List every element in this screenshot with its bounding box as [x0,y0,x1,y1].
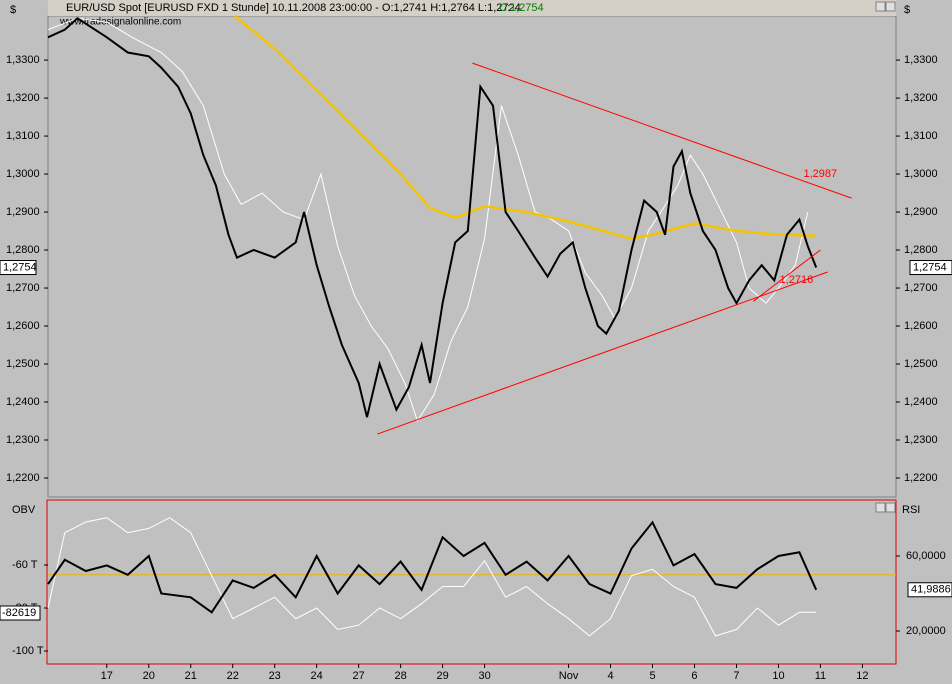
y-tick-label: 1,2500 [904,358,938,370]
rsi-label: RSI [902,504,920,516]
y-tick-label: 1,2600 [904,320,938,332]
x-tick-label: 27 [353,670,365,682]
window-button[interactable] [875,502,886,513]
window-button[interactable] [885,502,896,513]
x-tick-label: 4 [607,670,613,682]
last-value-label: 1,2754 [3,261,37,273]
trendline-label: 1,2987 [804,168,838,180]
x-tick-label: 22 [227,670,239,682]
trendline [752,249,821,302]
x-tick-label: 24 [311,670,323,682]
y-tick-label: 1,2900 [6,206,40,218]
y-tick-label: -100 T [12,645,44,657]
price-line [47,517,817,637]
price-line [47,520,818,614]
x-tick-label: 28 [395,670,407,682]
window-button[interactable] [875,1,886,12]
x-tick-label: 6 [691,670,697,682]
x-tick-label: 21 [185,670,197,682]
last-value-box [907,582,952,598]
last-value-label: -82619 [2,607,36,619]
y-tick-label: 1,3000 [6,168,40,180]
y-tick-label: 1,2200 [6,472,40,484]
last-value-box [0,260,37,276]
y-tick-label: 1,2200 [904,472,938,484]
y-tick-label: 1,2300 [6,434,40,446]
y-tick-label: 1,2700 [6,282,40,294]
y2-tick-label: 60,0000 [906,550,946,562]
indicator-panel [46,499,897,665]
y2-tick-label: 20,0000 [906,625,946,637]
y-tick-label: 1,2600 [6,320,40,332]
obv-label: OBV [12,504,36,516]
y-tick-label: 1,3200 [904,92,938,104]
x-tick-label: 7 [733,670,739,682]
currency-left: $ [10,4,16,16]
trendline-label: 1,2716 [780,274,814,286]
y-tick-label: 1,2400 [6,396,40,408]
header-title: EUR/USD Spot [EURUSD FXD 1 Stunde] 10.11… [66,2,521,14]
x-tick-label: Nov [559,670,579,682]
last-value-label: 41,9886 [911,584,951,596]
x-tick-label: 30 [478,670,490,682]
x-tick-label: 5 [649,670,655,682]
y-tick-label: 1,3000 [904,168,938,180]
y-tick-label: 1,3200 [6,92,40,104]
price-panel [47,15,897,498]
currency-right: $ [904,4,910,16]
window-button[interactable] [885,1,896,12]
x-tick-label: 23 [269,670,281,682]
price-line [234,15,817,240]
y-tick-label: 1,3300 [904,54,938,66]
y-tick-label: 1,3100 [6,130,40,142]
y-tick-label: 1,2700 [904,282,938,294]
price-line [47,17,818,418]
y-tick-label: 1,2500 [6,358,40,370]
x-tick-label: 10 [772,670,784,682]
x-tick-label: 12 [856,670,868,682]
x-tick-label: 20 [143,670,155,682]
trendline [377,271,828,435]
y-tick-label: 1,2900 [904,206,938,218]
y-tick-label: 1,2300 [904,434,938,446]
last-value-box [909,260,952,276]
y-tick-label: 1,2800 [6,244,40,256]
trendline [472,62,852,199]
y-tick-label: 1,2800 [904,244,938,256]
x-tick-label: 11 [815,670,826,682]
header-close: C:1,2754 [499,2,544,14]
y-tick-label: 1,3100 [904,130,938,142]
last-value-label: 1,2754 [913,261,947,273]
last-value-box [0,605,41,621]
y-tick-label: 1,3300 [6,54,40,66]
watermark: www.tradesignalonline.com [59,17,181,28]
y-tick-label: -60 T [12,559,38,571]
x-tick-label: 29 [436,670,448,682]
y-tick-label: 1,2400 [904,396,938,408]
price-line [47,17,809,423]
header-bar [48,0,896,16]
x-tick-label: 17 [101,670,113,682]
